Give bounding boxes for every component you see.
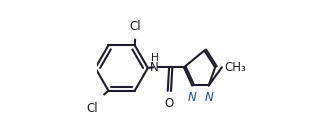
Text: H: H xyxy=(151,53,159,63)
Text: CH₃: CH₃ xyxy=(225,61,246,74)
Text: N: N xyxy=(187,91,196,104)
Text: N: N xyxy=(205,91,214,104)
Text: Cl: Cl xyxy=(87,102,98,115)
Text: Cl: Cl xyxy=(130,20,141,33)
Text: O: O xyxy=(165,97,174,110)
Text: N: N xyxy=(150,61,158,75)
